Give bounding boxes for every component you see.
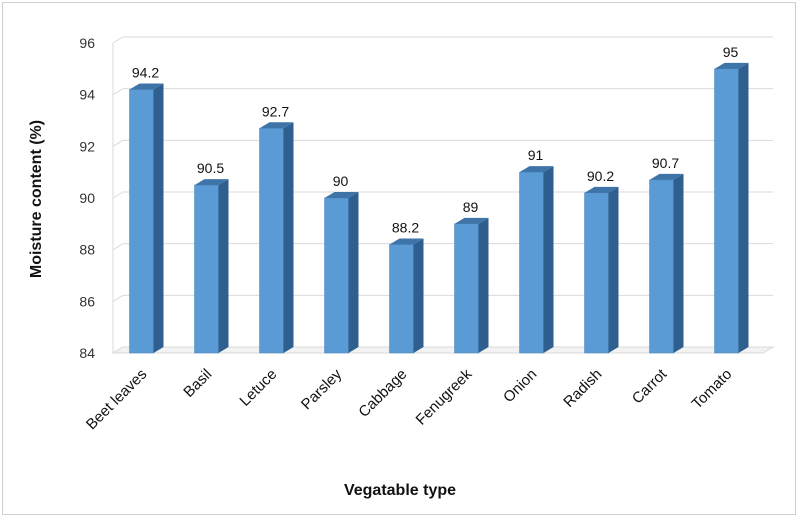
- category-label: Carrot: [629, 365, 671, 407]
- chart-frame: 84 86 88 90 92 94 96 94.2 90.5 92.7 90 88.2 89 91 90.…: [2, 2, 796, 515]
- bar-top: [714, 62, 749, 69]
- bar: [714, 62, 749, 354]
- y-tick-label: 94: [79, 87, 95, 103]
- bar-front: [259, 128, 284, 354]
- bar-side: [153, 83, 164, 353]
- bar-side: [413, 238, 424, 353]
- bar-side: [608, 186, 619, 353]
- bars: [129, 62, 749, 354]
- category-label: Tomato: [689, 366, 736, 413]
- bar-top: [259, 122, 294, 129]
- data-label: 89: [463, 199, 479, 215]
- data-label: 88.2: [392, 220, 419, 236]
- y-tick-label: 92: [79, 138, 95, 154]
- bar: [519, 166, 554, 354]
- category-label: Basil: [180, 366, 215, 401]
- bar-side: [348, 192, 359, 353]
- bar: [194, 179, 229, 354]
- category-label: Radish: [560, 366, 605, 411]
- bar-front: [129, 89, 154, 354]
- data-label: 90.5: [197, 160, 224, 176]
- bar-side: [543, 166, 554, 353]
- category-labels: Beet leaves Basil Letuce Parsley Cabbage Fenu…: [83, 365, 735, 433]
- category-label: Parsley: [298, 365, 346, 413]
- bar-front: [194, 184, 219, 354]
- category-label: Beet leaves: [83, 366, 150, 433]
- y-axis-title: Moisture content (%): [28, 120, 45, 278]
- y-tick-label: 84: [79, 345, 95, 361]
- grid-line-depth: [112, 191, 124, 199]
- data-label: 90: [333, 173, 349, 189]
- data-label: 92.7: [262, 103, 289, 119]
- bar: [259, 122, 294, 354]
- grid-line-depth: [112, 36, 124, 44]
- bar-front: [649, 179, 674, 354]
- bar-top: [584, 186, 619, 193]
- data-label: 95: [723, 44, 739, 60]
- y-tick-label: 88: [79, 242, 95, 258]
- bar-front: [714, 68, 739, 354]
- bar: [389, 238, 424, 354]
- data-label: 91: [528, 147, 544, 163]
- bar: [584, 186, 619, 354]
- bar-side: [673, 173, 684, 353]
- data-labels: 94.2 90.5 92.7 90 88.2 89 91 90.2 90.7 95: [132, 44, 739, 236]
- category-label: Letuce: [236, 366, 280, 410]
- grid-line-depth: [112, 243, 124, 251]
- bar-front: [389, 244, 414, 354]
- bar-top: [129, 83, 164, 90]
- bar-side: [283, 122, 294, 353]
- data-label: 90.2: [587, 168, 614, 184]
- bar-front: [454, 223, 479, 354]
- bar-side: [478, 217, 489, 353]
- bar: [324, 192, 359, 354]
- grid-line-depth: [112, 294, 124, 302]
- bar-side: [218, 179, 229, 353]
- category-label: Fenugreek: [413, 365, 476, 428]
- bar-top: [324, 192, 359, 198]
- x-axis-title: Vegatable type: [344, 482, 456, 499]
- bar-top: [649, 173, 684, 180]
- bar-chart: 84 86 88 90 92 94 96 94.2 90.5 92.7 90 88.2 89 91 90.…: [28, 35, 775, 499]
- y-tick-labels: 84 86 88 90 92 94 96: [79, 35, 95, 361]
- y-tick-label: 96: [79, 35, 95, 51]
- y-tick-label: 90: [79, 190, 95, 206]
- y-tick-label: 86: [79, 293, 95, 309]
- category-label: Cabbage: [355, 366, 410, 421]
- bar: [454, 217, 489, 354]
- bar-front: [584, 192, 609, 354]
- bar: [649, 173, 684, 354]
- bar-front: [519, 171, 544, 354]
- category-label: Onion: [500, 366, 540, 406]
- bar-side: [738, 62, 749, 353]
- grid-line-depth: [112, 88, 124, 96]
- bar-top: [194, 179, 229, 186]
- data-label: 94.2: [132, 65, 159, 81]
- grid-line-depth: [112, 139, 124, 147]
- data-label: 90.7: [652, 155, 679, 171]
- bar-top: [454, 217, 489, 224]
- bar-top: [519, 166, 554, 173]
- bar-top: [389, 238, 424, 245]
- bar: [129, 83, 164, 354]
- bar-front: [324, 197, 349, 354]
